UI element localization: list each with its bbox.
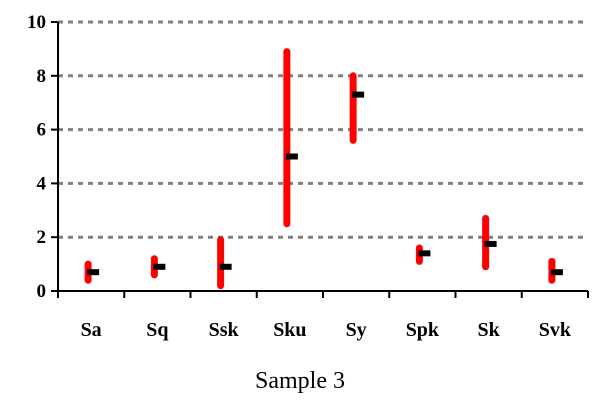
y-tick-label: 4: [37, 173, 47, 194]
gridlines: [58, 20, 588, 239]
category-label: Ssk: [209, 319, 240, 341]
marker-ssk: [219, 263, 232, 270]
marker-sa: [87, 269, 100, 276]
y-tick-label: 8: [37, 66, 47, 87]
mean-markers: [87, 91, 563, 276]
category-label: Sku: [273, 319, 306, 341]
x-ticks: [57, 291, 589, 298]
marker-svk: [550, 269, 563, 276]
marker-sy: [352, 91, 365, 98]
chart-title: Sample 3: [255, 368, 345, 394]
y-tick-label: 2: [37, 227, 47, 248]
y-tick-label: 0: [37, 281, 47, 302]
category-label: Sa: [81, 319, 102, 341]
category-label: Sy: [346, 319, 367, 341]
category-label: Spk: [406, 319, 440, 341]
marker-sku: [285, 153, 298, 160]
marker-sk: [484, 240, 497, 247]
marker-spk: [418, 250, 431, 257]
y-tick-label: 6: [37, 120, 47, 141]
category-label: Sq: [146, 319, 168, 341]
range-bars: [84, 48, 556, 290]
y-tick-label: 10: [27, 12, 46, 33]
category-labels: Sa Sq Ssk Sku Sy Spk Sk Svk: [81, 319, 572, 341]
y-ticks: 0 2 4 6 8 10: [27, 12, 58, 302]
category-label: Svk: [539, 319, 572, 341]
axes: [57, 22, 588, 292]
category-label: Sk: [478, 319, 501, 341]
marker-sq: [153, 263, 166, 270]
